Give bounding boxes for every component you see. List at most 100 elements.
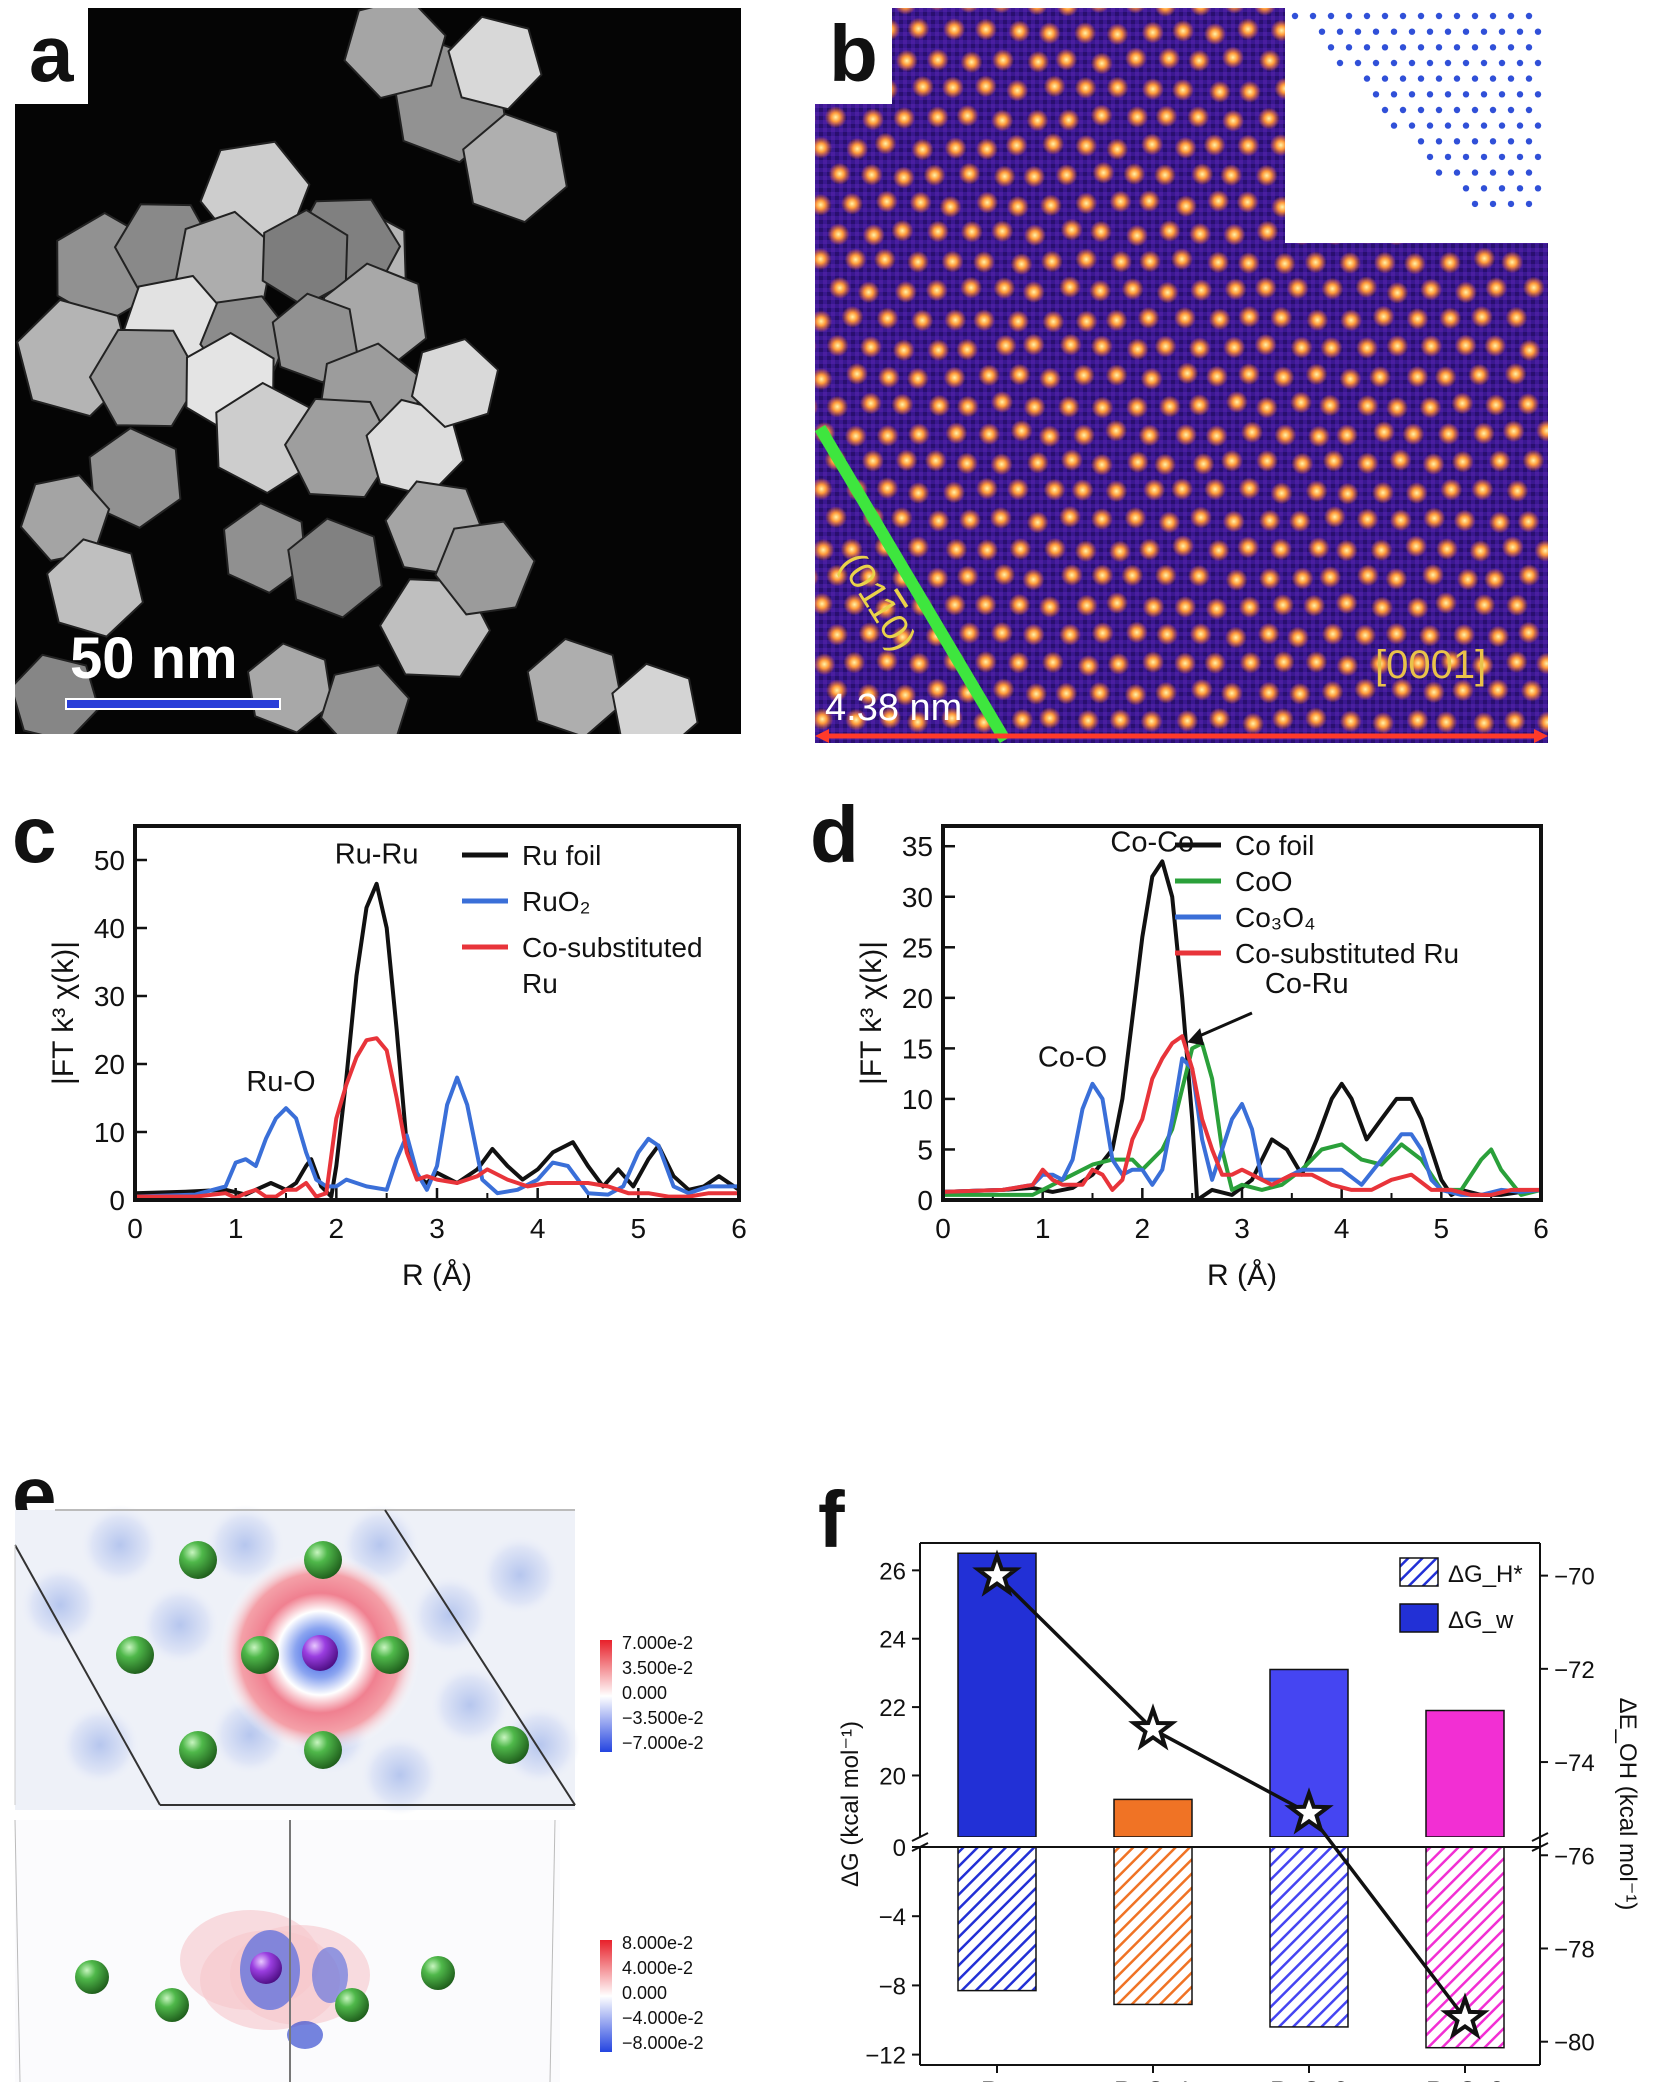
panel-label-b: b: [815, 8, 892, 104]
atom-spot: [1141, 21, 1164, 44]
atom-spot: [1220, 164, 1243, 187]
atom-spot: [1286, 277, 1309, 300]
atom-spot: [1071, 479, 1094, 502]
inset-model: [1285, 8, 1548, 243]
atom-spot: [1138, 190, 1161, 212]
atom-spot: [1142, 651, 1165, 674]
atom-spot: [1190, 8, 1212, 17]
atom-spot: [1156, 623, 1179, 646]
model-atom: [1498, 28, 1506, 35]
y-tick-label: 25: [902, 932, 933, 963]
atom-spot: [1141, 78, 1164, 101]
bar-delta-g-h: [1113, 1846, 1193, 2006]
atom-spot: [1137, 306, 1160, 329]
atom-spot: [1225, 391, 1248, 413]
atom-spot: [1158, 511, 1181, 534]
atom-spot: [895, 49, 918, 72]
nanoparticle: [222, 502, 308, 594]
atom-spot: [1258, 567, 1281, 590]
model-atom: [1534, 185, 1542, 192]
atom-spot: [1225, 568, 1248, 591]
legend-entry-line: Co-substituted: [522, 932, 703, 963]
atom-spot: [1060, 218, 1083, 241]
atom-spot: [891, 219, 914, 242]
atom-spot: [1205, 597, 1228, 620]
panel-label-f: f: [818, 1475, 845, 1564]
nanoparticle: [319, 663, 411, 734]
atom-spot: [976, 477, 998, 500]
atom-spot: [907, 250, 930, 273]
y-axis-label: |FT k³ χ(k)|: [47, 941, 80, 1085]
colorbar-label: −3.500e-2: [622, 1708, 704, 1728]
atom-spot: [1391, 678, 1413, 701]
atom-spot: [959, 508, 981, 531]
x-tick-label: RuCo3: [1426, 2077, 1504, 2082]
scale-bar-label: 50 nm: [70, 626, 238, 691]
atom-spot: [874, 597, 897, 620]
atom-spot: [1106, 592, 1129, 614]
atom-spot: [1336, 654, 1359, 677]
legend-entry: RuO₂: [522, 886, 590, 917]
model-atom: [1480, 185, 1488, 192]
atom-spot: [1406, 307, 1429, 330]
colorbar-label: −7.000e-2: [622, 1733, 704, 1753]
atom-spot: [943, 593, 966, 616]
atom-spot: [1356, 564, 1379, 587]
model-atom: [1417, 138, 1425, 145]
plane-line: [815, 424, 1011, 743]
atom-spot: [978, 364, 1000, 387]
atom-spot: [1305, 707, 1327, 730]
atom-spot: [1007, 310, 1030, 333]
atom-spot: [1072, 364, 1095, 387]
atom-spot: [1091, 622, 1114, 645]
atom-spot: [1522, 449, 1545, 472]
panel-b-stem-image: (0110) [0001] 4.38 nm b: [815, 8, 1548, 743]
model-atom: [1516, 153, 1524, 161]
model-atom: [1516, 185, 1524, 192]
atom-spot: [826, 623, 849, 646]
atom-spot: [1370, 539, 1393, 562]
x-tick-label: RuCo1: [1114, 2077, 1192, 2082]
model-atom: [1408, 28, 1416, 35]
panel-label-a: a: [15, 8, 88, 104]
atom-spot: [876, 477, 899, 500]
atom-spot: [894, 280, 917, 303]
atom-spot: [890, 507, 913, 529]
atom-spot: [1205, 424, 1228, 447]
atom-spot: [1385, 622, 1408, 645]
model-atom: [1363, 44, 1371, 51]
model-atom: [1498, 185, 1506, 192]
x-tick-label: 6: [731, 1213, 747, 1244]
co-ru-arrowhead: [1187, 1028, 1205, 1046]
atom-spot: [941, 76, 964, 99]
atom-spot: [911, 75, 934, 98]
model-atom: [1408, 91, 1416, 98]
atom-spot: [1472, 422, 1495, 445]
atom-spot: [894, 684, 917, 706]
break-mark: [1531, 1842, 1549, 1852]
atom-spot: [1439, 307, 1462, 330]
atom-spot: [1406, 596, 1429, 619]
nanoparticle: [88, 328, 202, 428]
atom-spot: [1287, 626, 1309, 649]
atom-spot: [1290, 391, 1312, 414]
atom-spot: [1438, 251, 1461, 274]
atom-spot: [1373, 421, 1395, 443]
atom-spot: [1074, 76, 1097, 99]
atom-spot: [1258, 681, 1280, 704]
co-atom: [179, 1541, 217, 1579]
atom-spot: [1039, 194, 1062, 217]
atom-spot: [815, 653, 836, 676]
atom-spot: [1336, 482, 1359, 505]
atom-spot: [841, 192, 863, 215]
model-atom: [1480, 59, 1488, 67]
atom-spot: [815, 399, 819, 415]
model-atom: [1435, 44, 1443, 51]
atom-spot: [956, 104, 979, 127]
atom-spot: [1105, 309, 1128, 332]
atom-spot: [926, 678, 949, 701]
atom-spot: [1420, 335, 1443, 358]
atom-spot: [1207, 539, 1230, 562]
x-tick-label: 0: [935, 1213, 951, 1244]
series-line: [134, 1075, 739, 1199]
